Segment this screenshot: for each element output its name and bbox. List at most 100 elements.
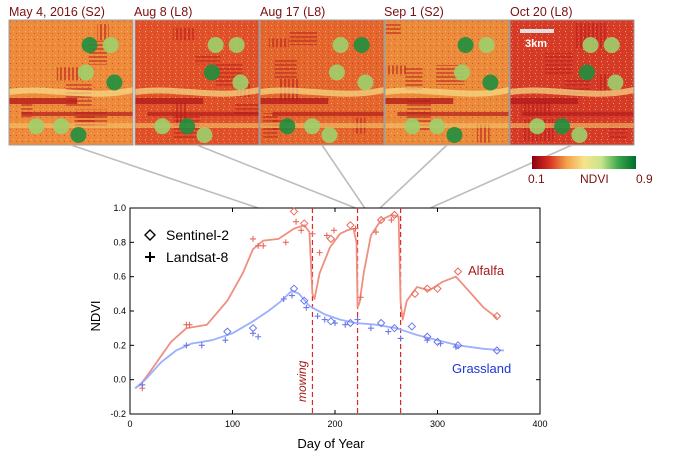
grassland-landsat8-point bbox=[367, 325, 374, 332]
alfalfa-sentinel2-point bbox=[300, 219, 309, 228]
panel-label-4: Sep 1 (S2) bbox=[384, 5, 444, 19]
grassland-landsat8-point bbox=[222, 337, 229, 344]
y-tick-label: -0.2 bbox=[110, 409, 126, 419]
alfalfa-landsat8-point bbox=[293, 218, 300, 225]
grassland-sentinel2-point bbox=[326, 317, 336, 326]
alfalfa-landsat8-point bbox=[250, 235, 256, 242]
alfalfa-landsat8-point bbox=[373, 229, 379, 236]
satellite-panel-1 bbox=[8, 19, 134, 146]
alfalfa-sentinel2-point bbox=[390, 210, 399, 220]
alfalfa-landsat8-point bbox=[357, 294, 364, 301]
satellite-panel-5 bbox=[509, 19, 635, 146]
panel-label-5: Oct 20 (L8) bbox=[510, 5, 573, 19]
satellite-panel-2 bbox=[134, 19, 260, 146]
annotation-grassland: Grassland bbox=[452, 361, 511, 376]
alfalfa-sentinel2-point bbox=[346, 220, 355, 230]
x-axis-title: Day of Year bbox=[297, 436, 365, 451]
grassland-curve bbox=[134, 289, 505, 389]
grassland-sentinel2-point bbox=[346, 318, 355, 328]
legend-landsat8-marker bbox=[145, 252, 155, 262]
grassland-landsat8-point bbox=[321, 316, 328, 323]
x-tick-label: 200 bbox=[327, 419, 342, 429]
colorbar-label: NDVI bbox=[580, 172, 609, 186]
colorbar-ramp bbox=[532, 156, 636, 169]
alfalfa-landsat8-point bbox=[260, 242, 267, 249]
grassland-sentinel2-point bbox=[289, 284, 299, 293]
grassland-landsat8-point bbox=[452, 344, 459, 351]
alfalfa-sentinel2-point bbox=[453, 267, 463, 276]
y-tick-label: 0.4 bbox=[113, 306, 126, 316]
grassland-landsat8-point bbox=[424, 337, 431, 344]
alfalfa-landsat8-point bbox=[298, 227, 305, 234]
legend-sentinel2-label: Sentinel-2 bbox=[166, 227, 229, 243]
annotation-mowing: mowing bbox=[295, 360, 309, 402]
grassland-landsat8-point bbox=[385, 328, 392, 335]
alfalfa-landsat8-point bbox=[309, 230, 316, 237]
grassland-landsat8-point bbox=[183, 342, 190, 349]
legend-landsat8-label: Landsat-8 bbox=[166, 249, 228, 265]
y-tick-label: 0.8 bbox=[113, 237, 126, 247]
grassland-sentinel2-point bbox=[433, 337, 442, 347]
alfalfa-landsat8-point bbox=[323, 232, 330, 239]
grassland-landsat8-point bbox=[437, 340, 444, 347]
alfalfa-sentinel2-point bbox=[376, 215, 386, 225]
alfalfa-sentinel2-point bbox=[326, 234, 336, 244]
grassland-landsat8-point bbox=[314, 313, 321, 320]
grassland-sentinel2-point bbox=[223, 327, 232, 336]
grassland-landsat8-point bbox=[354, 316, 361, 323]
alfalfa-landsat8-point bbox=[316, 249, 323, 256]
scale-bar: 3km bbox=[520, 29, 554, 50]
annotation-alfalfa: Alfalfa bbox=[468, 263, 505, 278]
alfalfa-landsat8-point bbox=[282, 239, 289, 246]
mowing-lines bbox=[311, 208, 402, 414]
alfalfa-sentinel2-point bbox=[433, 284, 442, 293]
connector-line-5 bbox=[429, 144, 573, 209]
satellite-panel-3 bbox=[259, 19, 385, 146]
grassland-sentinel2-point bbox=[390, 323, 399, 333]
panel-label-2: Aug 8 (L8) bbox=[134, 5, 192, 19]
panel-label-3: Aug 17 (L8) bbox=[260, 5, 325, 19]
grassland-landsat8-point bbox=[280, 295, 287, 302]
x-tick-label: 400 bbox=[532, 419, 547, 429]
legend-sentinel2-marker bbox=[144, 229, 156, 241]
connector-line-2 bbox=[196, 144, 356, 209]
grassland-landsat8-point bbox=[288, 292, 295, 299]
alfalfa-sentinel2-point bbox=[410, 289, 420, 299]
legend: Sentinel-2 Landsat-8 bbox=[144, 227, 229, 265]
x-tick-label: 0 bbox=[127, 419, 132, 429]
colorbar-min: 0.1 bbox=[528, 172, 545, 186]
grassland-sentinel2-point bbox=[407, 322, 417, 331]
ndvi-chart: 0 100 200 300 400 -0.2 0.0 0.2 0.4 0.6 0.8 1.0 Day … bbox=[88, 203, 548, 451]
y-tick-label: 1.0 bbox=[113, 203, 126, 213]
grassland-sentinel2-point bbox=[376, 318, 386, 328]
alfalfa-sentinel2-point bbox=[423, 284, 432, 293]
x-tick-label: 100 bbox=[225, 419, 240, 429]
y-tick-label: 0.0 bbox=[113, 375, 126, 385]
alfalfa-sentinel2-point bbox=[289, 207, 299, 216]
y-tick-label: 0.2 bbox=[113, 340, 126, 350]
panel-labels: May 4, 2016 (S2) Aug 8 (L8) Aug 17 (L8) … bbox=[9, 5, 573, 19]
y-tick-label: 0.6 bbox=[113, 272, 126, 282]
grassland-landsat8-point bbox=[397, 335, 404, 342]
grassland-landsat8-point bbox=[332, 320, 338, 327]
alfalfa-landsat8-point bbox=[186, 321, 193, 328]
alfalfa-landsat8-point bbox=[388, 217, 395, 224]
observation-points bbox=[139, 207, 502, 392]
grassland-landsat8-point bbox=[342, 321, 349, 328]
grassland-landsat8-point bbox=[198, 342, 205, 349]
colorbar: 0.1 NDVI 0.9 bbox=[528, 156, 653, 186]
connector-line-1 bbox=[70, 144, 259, 209]
scale-bar-line bbox=[520, 29, 554, 33]
grassland-sentinel2-point bbox=[300, 296, 309, 305]
satellite-panels bbox=[8, 19, 635, 146]
connector-line-4 bbox=[379, 144, 448, 209]
alfalfa-landsat8-point bbox=[330, 227, 337, 234]
alfalfa-landsat8-point bbox=[352, 225, 359, 232]
panel-label-1: May 4, 2016 (S2) bbox=[9, 5, 105, 19]
y-axis-title: NDVI bbox=[88, 300, 103, 331]
connector-lines bbox=[70, 144, 573, 209]
scale-bar-label: 3km bbox=[525, 38, 547, 50]
grassland-landsat8-point bbox=[255, 333, 262, 340]
grassland-landsat8-point bbox=[303, 304, 310, 311]
x-tick-label: 300 bbox=[430, 419, 445, 429]
